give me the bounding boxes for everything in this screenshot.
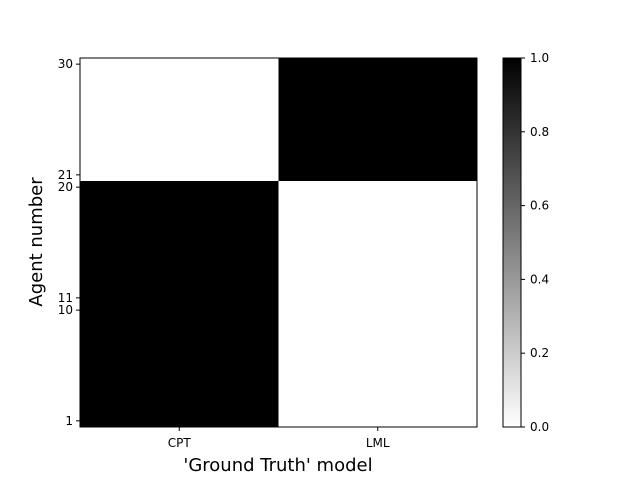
colorbar-tick-label: 1.0 xyxy=(530,51,549,65)
y-tick-label: 1 xyxy=(65,414,73,428)
heatmap-cell xyxy=(80,181,279,427)
x-axis-title: 'Ground Truth' model xyxy=(183,455,372,476)
y-tick-label: 30 xyxy=(58,57,73,71)
y-tick-label: 20 xyxy=(58,180,73,194)
colorbar-tick-label: 0.4 xyxy=(530,272,549,286)
x-tick-label: LML xyxy=(366,436,390,450)
heatmap-cells xyxy=(80,58,477,427)
colorbar-tick-label: 0.2 xyxy=(530,346,549,360)
colorbar-gradient xyxy=(503,58,521,427)
y-tick-label: 21 xyxy=(58,168,73,182)
heatmap-cell xyxy=(278,181,477,427)
colorbar-tick-label: 0.6 xyxy=(530,199,549,213)
colorbar-frame xyxy=(502,57,522,428)
colorbar-tick-label: 0.0 xyxy=(530,420,549,434)
x-axis-ticks: CPT LML xyxy=(168,427,390,450)
heatmap-cell xyxy=(278,58,477,181)
y-axis-title: Agent number xyxy=(26,177,47,307)
colorbar-ticks: 0.0 0.2 0.4 0.6 0.8 1.0 xyxy=(521,51,549,434)
plot-frame xyxy=(79,57,478,428)
colorbar-tick-label: 0.8 xyxy=(530,125,549,139)
y-tick-label: 10 xyxy=(58,303,73,317)
heatmap-cell xyxy=(80,58,279,181)
y-tick-label: 11 xyxy=(58,291,73,305)
x-tick-label: CPT xyxy=(168,436,192,450)
